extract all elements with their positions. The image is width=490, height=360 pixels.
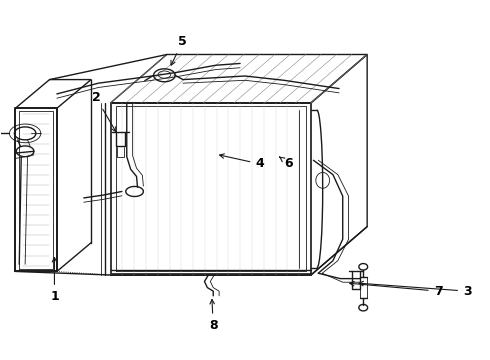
Text: 3: 3 (359, 281, 472, 298)
Text: 1: 1 (50, 257, 59, 303)
Text: 5: 5 (171, 35, 187, 65)
Text: 4: 4 (220, 154, 264, 170)
Text: 7: 7 (350, 282, 442, 298)
Text: 6: 6 (279, 157, 294, 170)
Text: 2: 2 (92, 91, 116, 132)
Text: 8: 8 (209, 300, 218, 332)
